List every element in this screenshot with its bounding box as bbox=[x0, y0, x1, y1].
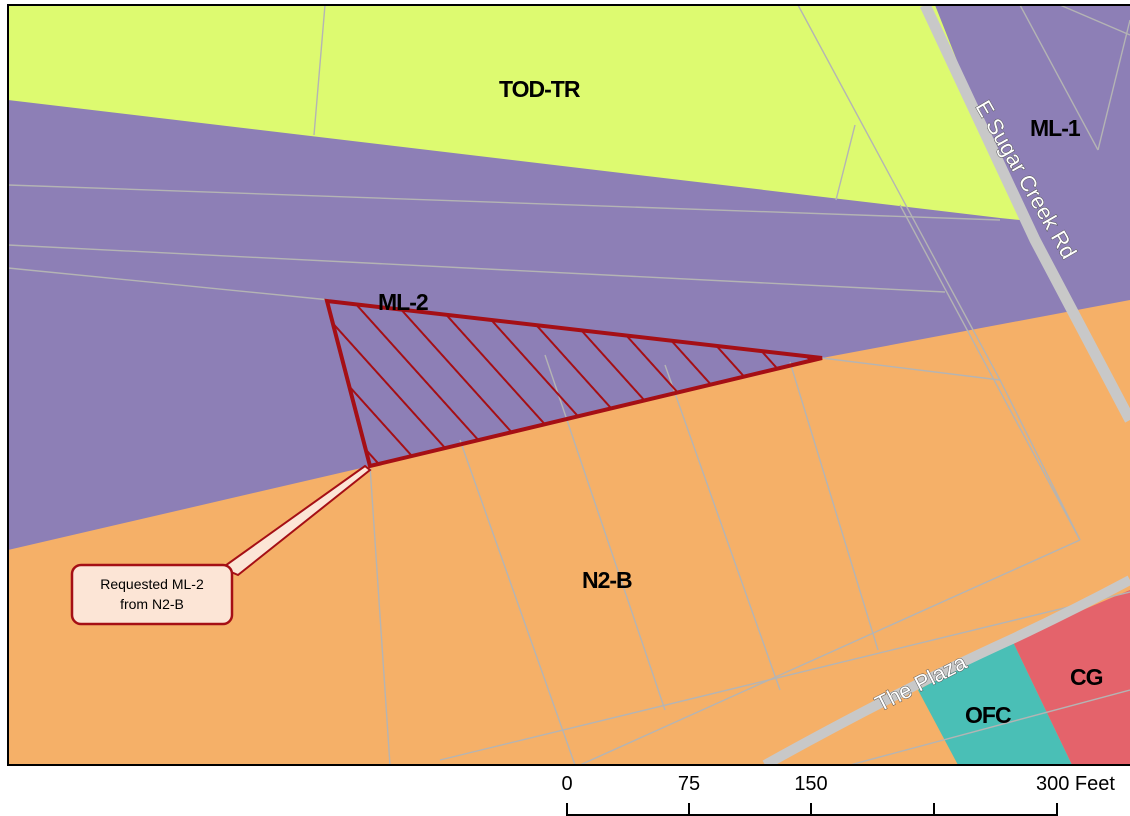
road-the-plaza bbox=[762, 575, 1130, 765]
scale-label-75: 75 bbox=[678, 773, 700, 795]
roads bbox=[762, 5, 1130, 765]
zone-label-n2-b: N2-B bbox=[582, 567, 632, 593]
zone-label-ofc: OFC bbox=[965, 702, 1011, 728]
map-frame bbox=[7, 4, 1130, 766]
zone-label-ml-2: ML-2 bbox=[378, 289, 428, 315]
scale-label-150: 150 bbox=[794, 773, 827, 795]
scale-bar: 0 75 150 300 Feet bbox=[561, 773, 1115, 816]
requested-rezoning-area bbox=[324, 298, 823, 469]
request-callout: Requested ML-2 from N2-B bbox=[70, 464, 372, 626]
callout-box bbox=[70, 563, 234, 626]
zone-n2-b-area bbox=[8, 300, 1130, 765]
zone-tod-tr-area bbox=[8, 5, 1020, 220]
zone-ofc-area bbox=[918, 640, 1072, 765]
callout-line-2: from N2-B bbox=[120, 596, 184, 612]
zone-label-tod-tr: TOD-TR bbox=[499, 76, 581, 102]
callout-line-1: Requested ML-2 bbox=[100, 576, 204, 592]
zone-cg-area bbox=[1012, 590, 1130, 765]
road-e-sugar-creek bbox=[920, 5, 1130, 423]
parcel-lines bbox=[8, 5, 1130, 765]
zone-label-cg: CG bbox=[1070, 664, 1103, 690]
zone-label-ml-1: ML-1 bbox=[1030, 115, 1081, 141]
map-title-fragment bbox=[20, 0, 580, 4]
scale-label-0: 0 bbox=[561, 773, 572, 795]
scale-label-300: 300 Feet bbox=[1036, 773, 1115, 795]
